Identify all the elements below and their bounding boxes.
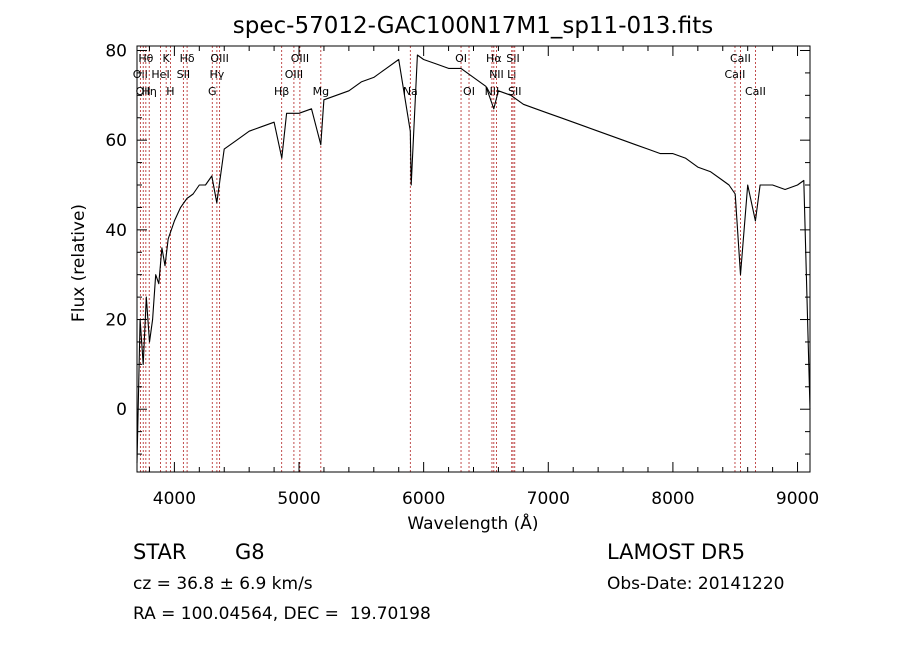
marker-label-12: Hβ (274, 85, 289, 98)
x-tick-label-5000: 5000 (277, 489, 320, 509)
marker-label-8: Hδ (180, 52, 195, 65)
radec-text: RA = 100.04564, DEC = 19.70198 (133, 604, 431, 624)
marker-label-18: OI (463, 85, 475, 98)
marker-label-1: OII (136, 85, 151, 98)
x-tick-label-8000: 8000 (651, 489, 694, 509)
subclass-label: G8 (235, 540, 265, 564)
y-tick-label-40: 40 (105, 221, 127, 241)
marker-label-25: CaII (725, 68, 746, 81)
marker-label-22: Li (507, 68, 516, 81)
marker-label-7: SII (177, 68, 190, 81)
marker-label-13: OIII (285, 68, 303, 81)
marker-label-20: Hα (486, 52, 502, 65)
x-tick-label-9000: 9000 (776, 489, 819, 509)
marker-label-14: OIII (291, 52, 309, 65)
marker-label-17: OI (455, 52, 467, 65)
marker-label-19: NII (485, 85, 500, 98)
marker-label-23: SII (506, 52, 519, 65)
class-label: STAR (133, 540, 187, 564)
y-tick-label-0: 0 (116, 400, 127, 420)
x-axis: 4000 5000 6000 7000 8000 9000 (148, 46, 819, 509)
y-axis: 0 20 40 60 80 (105, 41, 810, 455)
spectrum-series (136, 54, 811, 464)
obs-date-text: Obs-Date: 20141220 (607, 574, 785, 594)
marker-label-5: K (163, 52, 171, 65)
spectrum-line (136, 54, 811, 464)
marker-label-26: CaII (730, 52, 751, 65)
marker-label-16: Na (403, 85, 418, 98)
marker-label-27: CaII (745, 85, 766, 98)
y-tick-label-20: 20 (105, 311, 127, 331)
y-axis-label: Flux (relative) (69, 204, 89, 322)
marker-label-2: Hθ (138, 52, 153, 65)
marker-label-21: NII (489, 68, 504, 81)
marker-label-9: G (208, 85, 217, 98)
plot-frame (136, 45, 811, 473)
x-tick-label-6000: 6000 (402, 489, 445, 509)
y-tick-label-60: 60 (105, 131, 127, 151)
survey-label: LAMOST DR5 (607, 540, 746, 564)
marker-label-6: H (166, 85, 174, 98)
x-tick-label-4000: 4000 (153, 489, 196, 509)
marker-label-11: OIII (210, 52, 228, 65)
marker-label-3: Hη (142, 85, 157, 98)
marker-label-15: Mg (313, 85, 329, 98)
marker-label-10: Hγ (209, 68, 224, 81)
y-tick-label-80: 80 (105, 41, 127, 61)
marker-label-4: HeI (151, 68, 169, 81)
marker-label-24: SII (508, 85, 521, 98)
chart-title: spec-57012-GAC100N17M1_sp11-013.fits (233, 13, 713, 39)
x-tick-label-7000: 7000 (527, 489, 570, 509)
cz-text: cz = 36.8 ± 6.9 km/s (133, 574, 313, 594)
x-axis-label: Wavelength (Å) (407, 512, 538, 534)
